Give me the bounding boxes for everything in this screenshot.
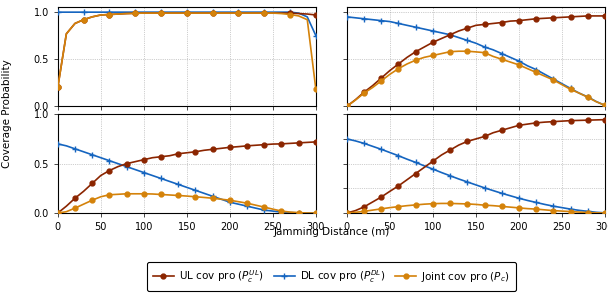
- Text: Jamming Distance (m): Jamming Distance (m): [273, 227, 390, 238]
- Text: Coverage Probability: Coverage Probability: [2, 59, 12, 167]
- Legend: UL cov pro ($P_c^{UL}$), DL cov pro ($P_c^{DL}$), Joint cov pro ($P_c$): UL cov pro ($P_c^{UL}$), DL cov pro ($P_…: [147, 262, 516, 291]
